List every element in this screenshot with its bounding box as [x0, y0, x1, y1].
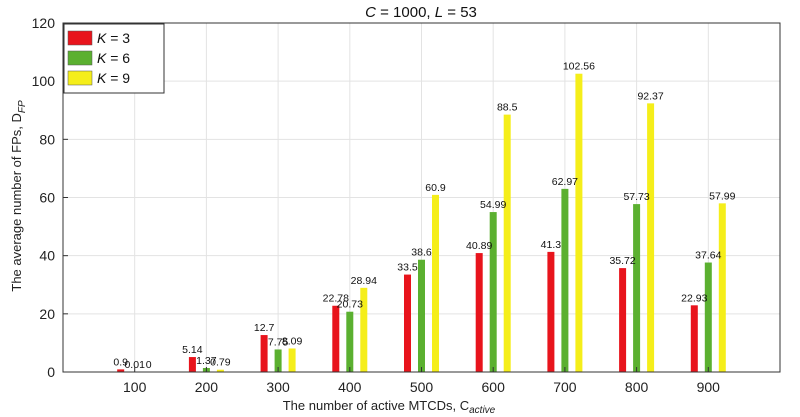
data-label-k3-700: 41.3 [541, 239, 562, 251]
legend-label-k6: K = 6 [97, 50, 130, 66]
bar-k6-700 [561, 188, 569, 372]
data-label-k6-900: 37.64 [695, 250, 721, 262]
data-label-k3-500: 33.5 [397, 262, 418, 274]
data-label-k9-900: 57.99 [709, 190, 735, 202]
bar-k6-400 [346, 311, 354, 372]
bar-k9-200 [216, 369, 224, 372]
legend: K = 3 K = 6 K = 9 [63, 23, 165, 94]
x-tick-label: 300 [266, 379, 290, 395]
bar-k6-500 [418, 259, 425, 372]
data-label-k3-400: 22.78 [323, 293, 349, 305]
bar-k3-700 [547, 251, 555, 372]
data-label-k6-300: 7.75 [268, 336, 289, 348]
data-label-k3-300: 12.7 [254, 322, 275, 334]
bar-k9-400 [360, 287, 368, 372]
bar-k9-900 [718, 203, 726, 372]
legend-swatch-k9 [67, 70, 93, 86]
y-tick-label: 60 [39, 190, 55, 206]
y-tick-label: 120 [32, 15, 56, 31]
data-label-k3-200: 5.14 [182, 344, 203, 356]
data-label-k9-600: 88.5 [497, 102, 518, 114]
data-label-k6-700: 62.97 [552, 176, 578, 188]
x-tick-label: 200 [195, 379, 219, 395]
bar-k6-300 [274, 349, 282, 372]
data-label-k9-700: 102.56 [563, 61, 595, 73]
data-label-k6-400: 20.73 [337, 299, 363, 311]
y-tick-label: 40 [39, 248, 55, 264]
data-label-k3-100: 0.9 [113, 356, 128, 368]
legend-label-k9: K = 9 [97, 70, 130, 86]
data-label-k6-100: 0.01 [124, 359, 145, 371]
data-label-k6-800: 57.73 [623, 191, 649, 203]
x-tick-label: 800 [625, 379, 649, 395]
data-label-k6-200: 1.37 [196, 355, 217, 367]
bar-k9-300 [288, 348, 296, 372]
bar-k9-500 [432, 194, 439, 372]
data-label-k9-800: 92.37 [637, 90, 663, 102]
x-tick-label: 600 [482, 379, 506, 395]
axis-ticks: 0 20 40 60 80 100 120 100 200 300 400 500 600 700 800 9… [32, 15, 721, 395]
bar-k9-600 [503, 114, 511, 373]
y-axis-title: The average number of FPs, DFP [9, 100, 28, 292]
y-tick-label: 0 [47, 364, 55, 380]
x-tick-label: 500 [410, 379, 434, 395]
legend-label-k3: K = 3 [97, 30, 130, 46]
bar-k6-800 [633, 204, 641, 372]
bar-k3-800 [619, 268, 627, 372]
y-tick-label: 80 [39, 131, 55, 147]
data-labels: 0.90.01 0 5.141.370.79 12.7 7.758.09 22.7820.… [113, 61, 735, 371]
bars [117, 73, 726, 373]
bar-k3-500 [404, 274, 411, 372]
data-label-k9-200: 0.79 [210, 357, 231, 369]
data-label-k9-100: 0 [146, 359, 152, 371]
bar-k3-100 [117, 369, 125, 372]
data-label-k9-400: 28.94 [351, 275, 377, 287]
legend-swatch-k3 [67, 30, 93, 46]
bar-k3-900 [690, 305, 698, 372]
bar-k3-200 [188, 357, 196, 372]
data-label-k6-600: 54.99 [480, 199, 506, 211]
x-tick-label: 900 [697, 379, 721, 395]
data-label-k3-900: 22.93 [681, 292, 707, 304]
bar-k6-600 [489, 212, 497, 372]
x-axis-title: The number of active MTCDs, Cactive [283, 398, 496, 416]
bar-k9-800 [647, 103, 655, 373]
bar-k6-900 [704, 262, 712, 372]
legend-swatch-k6 [67, 50, 93, 66]
data-label-k3-800: 35.72 [609, 255, 635, 267]
chart-title: C = 1000, L = 53 [365, 4, 477, 21]
bar-k9-700 [575, 73, 583, 372]
x-tick-label: 100 [123, 379, 147, 395]
y-tick-label: 100 [32, 73, 56, 89]
bar-k3-400 [332, 305, 340, 372]
x-tick-label: 700 [553, 379, 577, 395]
data-label-k3-600: 40.89 [466, 240, 492, 252]
bar-k3-300 [260, 335, 268, 372]
x-tick-label: 400 [338, 379, 362, 395]
data-label-k9-300: 8.09 [282, 335, 303, 347]
data-label-k6-500: 38.6 [411, 247, 432, 259]
y-tick-label: 20 [39, 306, 55, 322]
data-label-k9-500: 60.9 [425, 182, 446, 194]
bar-k3-600 [475, 253, 483, 372]
